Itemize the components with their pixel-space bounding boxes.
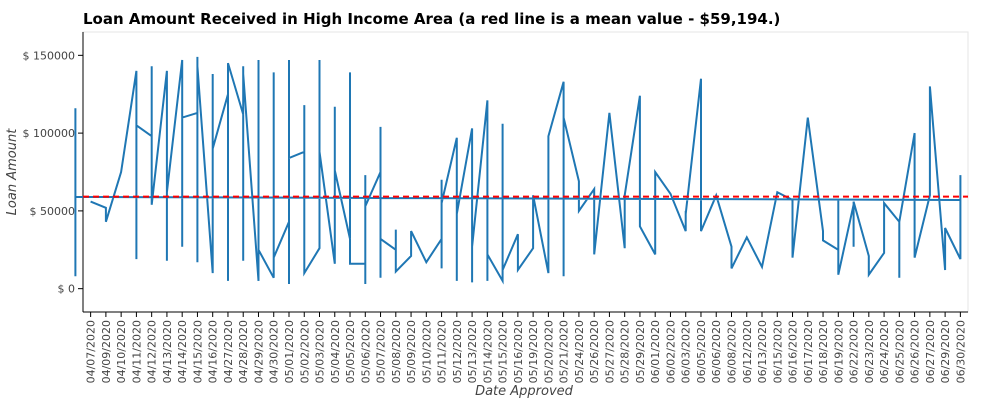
x-tick-label: 06/26/2020 [909, 320, 922, 383]
x-tick-label: 05/24/2020 [573, 320, 586, 383]
data-line [74, 56, 962, 285]
x-tick-label: 06/15/2020 [771, 320, 784, 383]
x-tick-label: 05/05/2020 [344, 320, 357, 383]
y-tick-label: $ 100000 [23, 127, 76, 140]
y-tick-label: $ 50000 [30, 205, 76, 218]
x-tick-label: 06/03/2020 [680, 320, 693, 383]
x-tick-label: 05/28/2020 [619, 320, 632, 383]
x-tick-label: 05/29/2020 [634, 320, 647, 383]
x-tick-label: 04/27/2020 [222, 320, 235, 383]
x-tick-label: 05/14/2020 [481, 320, 494, 383]
x-tick-label: 05/02/2020 [298, 320, 311, 383]
x-tick-label: 06/25/2020 [893, 320, 906, 383]
x-axis-label: Date Approved [475, 384, 574, 399]
x-tick-label: 04/07/2020 [85, 320, 98, 383]
y-tick-label: $ 150000 [23, 49, 76, 62]
x-tick-label: 06/18/2020 [817, 320, 830, 383]
x-tick-label: 05/21/2020 [558, 320, 571, 383]
x-tick-label: 06/06/2020 [710, 320, 723, 383]
x-tick-label: 06/24/2020 [878, 320, 891, 383]
x-tick-label: 06/17/2020 [802, 320, 815, 383]
x-tick-label: 04/10/2020 [115, 320, 128, 383]
x-tick-label: 04/13/2020 [161, 320, 174, 383]
x-tick-label: 05/27/2020 [603, 320, 616, 383]
x-tick-label: 06/22/2020 [848, 320, 861, 383]
x-tick-label: 06/02/2020 [664, 320, 677, 383]
y-tick-label: $ 0 [58, 283, 76, 296]
x-tick-label: 05/06/2020 [359, 320, 372, 383]
x-tick-label: 04/09/2020 [100, 320, 113, 383]
x-tick-label: 05/07/2020 [375, 320, 388, 383]
x-tick-label: 05/11/2020 [436, 320, 449, 383]
x-tick-label: 06/05/2020 [695, 320, 708, 383]
y-axis-label: Loan Amount [5, 128, 20, 216]
x-tick-label: 06/27/2020 [924, 320, 937, 383]
x-tick-label: 05/16/2020 [512, 320, 525, 383]
x-tick-label: 06/13/2020 [756, 320, 769, 383]
x-tick-label: 04/30/2020 [268, 320, 281, 383]
x-tick-label: 06/01/2020 [649, 320, 662, 383]
x-tick-label: 05/26/2020 [588, 320, 601, 383]
x-tick-label: 06/08/2020 [725, 320, 738, 383]
x-tick-label: 05/19/2020 [527, 320, 540, 383]
x-tick-label: 05/04/2020 [329, 320, 342, 383]
x-tick-label: 06/30/2020 [954, 320, 967, 383]
plot-frame [82, 31, 969, 313]
x-tick-label: 04/16/2020 [207, 320, 220, 383]
x-tick-label: 06/19/2020 [832, 320, 845, 383]
x-tick-label: 05/13/2020 [466, 320, 479, 383]
x-tick-label: 05/10/2020 [420, 320, 433, 383]
x-tick-label: 06/29/2020 [939, 320, 952, 383]
x-tick-label: 06/23/2020 [863, 320, 876, 383]
x-tick-label: 05/12/2020 [451, 320, 464, 383]
x-tick-label: 05/03/2020 [314, 320, 327, 383]
x-tick-label: 04/29/2020 [252, 320, 265, 383]
x-tick-label: 04/14/2020 [176, 320, 189, 383]
x-tick-label: 05/08/2020 [390, 320, 403, 383]
x-tick-label: 05/15/2020 [497, 320, 510, 383]
x-tick-label: 04/11/2020 [130, 320, 143, 383]
x-tick-label: 04/28/2020 [237, 320, 250, 383]
x-tick-label: 04/15/2020 [191, 320, 204, 383]
chart-title: Loan Amount Received in High Income Area… [83, 10, 780, 28]
x-tick-label: 05/09/2020 [405, 320, 418, 383]
x-tick-label: 04/12/2020 [146, 320, 159, 383]
x-tick-label: 06/16/2020 [787, 320, 800, 383]
x-tick-label: 05/01/2020 [283, 320, 296, 383]
x-tick-label: 06/12/2020 [741, 320, 754, 383]
x-tick-label: 05/20/2020 [542, 320, 555, 383]
